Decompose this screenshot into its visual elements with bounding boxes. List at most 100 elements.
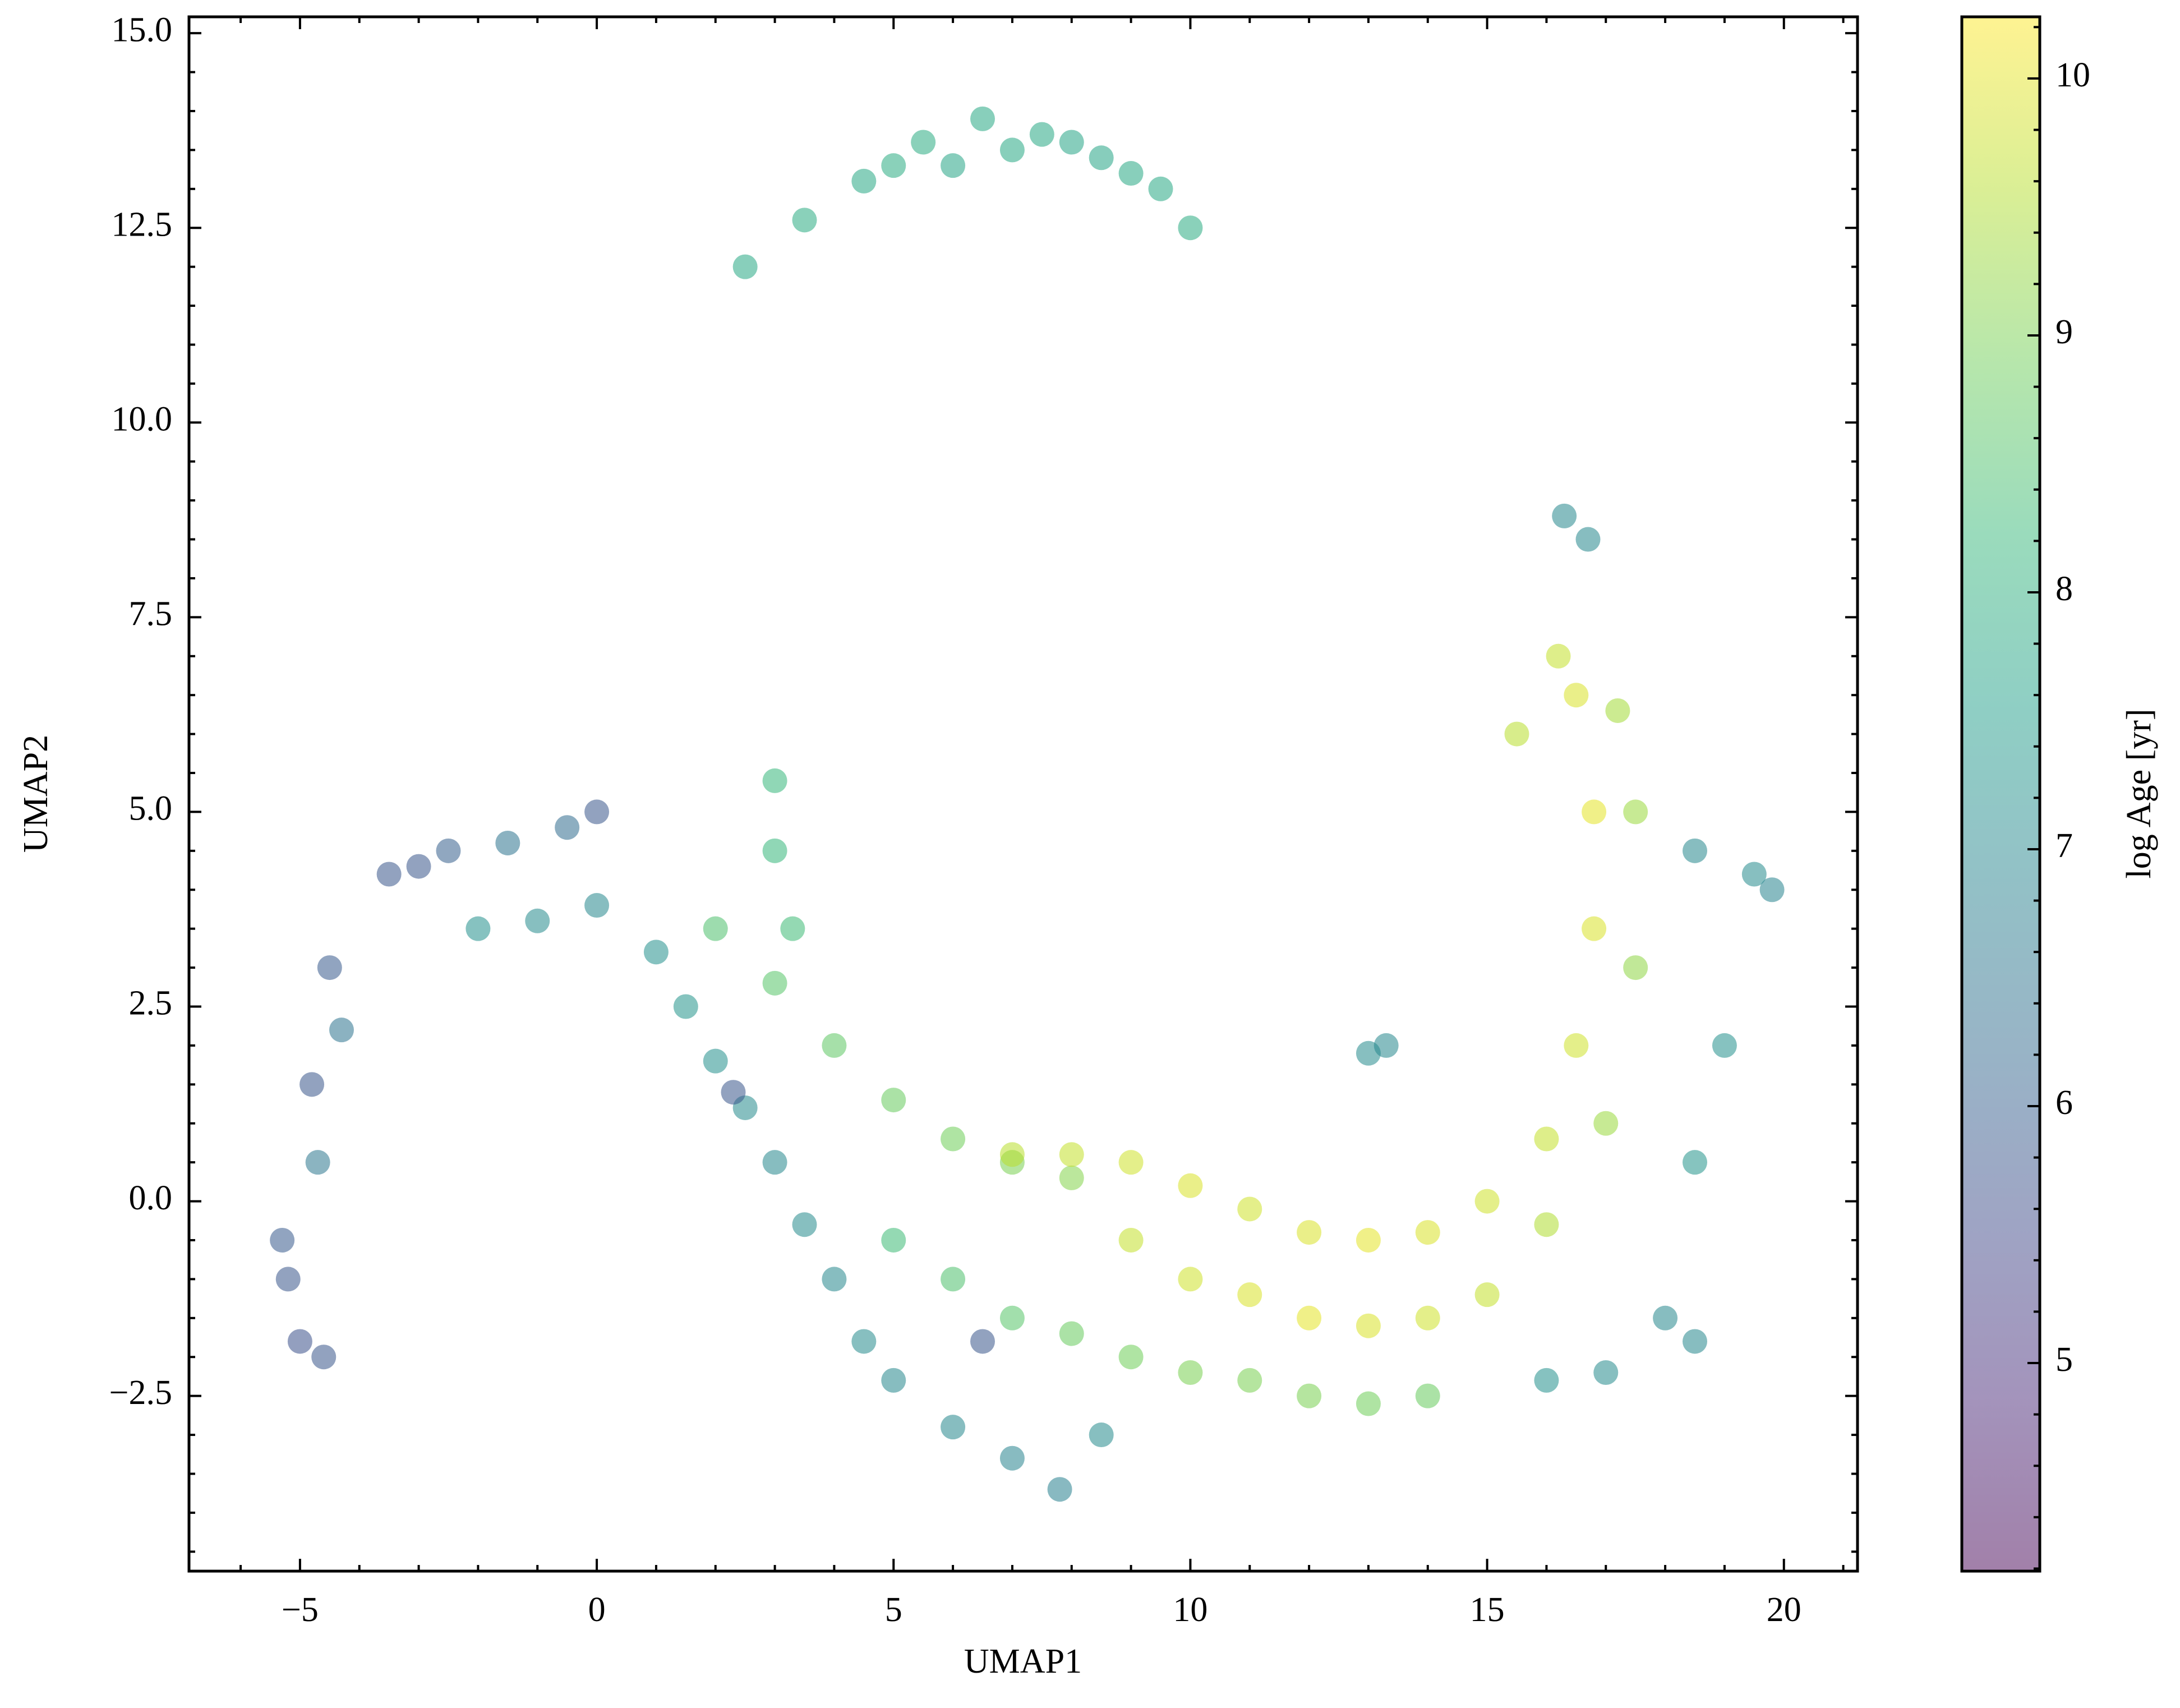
point <box>525 908 550 933</box>
point <box>376 862 402 887</box>
point <box>466 916 491 941</box>
point <box>436 838 461 863</box>
point <box>311 1345 337 1370</box>
point <box>1089 145 1114 171</box>
point <box>1605 698 1630 723</box>
point <box>1575 527 1601 552</box>
point <box>1118 1227 1144 1253</box>
points <box>270 106 1785 1502</box>
point <box>721 1080 746 1105</box>
point <box>999 1445 1025 1471</box>
point <box>792 1212 817 1237</box>
point <box>1356 1227 1381 1253</box>
x-tick-label: 20 <box>1767 1591 1801 1629</box>
point <box>1047 1477 1072 1502</box>
point <box>1534 1368 1559 1393</box>
colorbar-tick-label: 10 <box>2055 56 2090 94</box>
point <box>1118 161 1144 186</box>
y-tick-label: 0.0 <box>129 1179 173 1217</box>
point <box>703 916 728 941</box>
colorbar-tick-label: 9 <box>2055 313 2073 351</box>
x-tick-label: 5 <box>885 1591 902 1629</box>
point <box>1059 1165 1084 1190</box>
y-tick-label: 10.0 <box>112 400 173 439</box>
point <box>780 916 805 941</box>
point <box>1178 1173 1203 1198</box>
colorbar-tick-label: 8 <box>2055 570 2073 608</box>
point <box>1415 1383 1440 1408</box>
y-tick-label: 15.0 <box>112 11 173 49</box>
y-tick-label: 7.5 <box>129 595 173 633</box>
point <box>1237 1282 1262 1308</box>
point <box>851 1329 877 1354</box>
colorbar-label: log Age [yr] <box>2120 708 2158 878</box>
colorbar-frame <box>1960 15 2041 1573</box>
y-tick-label: 2.5 <box>129 984 173 1023</box>
point <box>1178 1360 1203 1385</box>
point <box>1593 1111 1619 1136</box>
point <box>1415 1220 1440 1245</box>
point <box>1356 1313 1381 1338</box>
point <box>970 1329 995 1354</box>
point <box>1582 799 1607 825</box>
point <box>999 1142 1025 1167</box>
point <box>406 854 431 879</box>
point <box>1564 683 1589 708</box>
point <box>1683 838 1708 863</box>
y-tick-label: −2.5 <box>109 1374 172 1412</box>
x-tick-label: 15 <box>1470 1591 1505 1629</box>
point <box>270 1227 295 1253</box>
point <box>1474 1189 1500 1214</box>
point <box>999 1305 1025 1331</box>
point <box>1683 1329 1708 1354</box>
y-tick-label: 12.5 <box>112 205 173 243</box>
point <box>881 1088 906 1113</box>
point <box>1683 1150 1708 1175</box>
point <box>970 106 995 131</box>
point <box>941 153 966 178</box>
point <box>1089 1422 1114 1448</box>
point <box>1582 916 1607 941</box>
point <box>1297 1220 1322 1245</box>
point <box>1623 799 1648 825</box>
y-tick-label: 5.0 <box>129 790 173 828</box>
colorbar-tick-label: 5 <box>2055 1341 2073 1379</box>
point <box>1237 1196 1262 1222</box>
colorbar-tick-label: 6 <box>2055 1084 2073 1122</box>
point <box>732 254 758 279</box>
point <box>1118 1150 1144 1175</box>
point <box>999 137 1025 163</box>
point <box>1178 215 1203 241</box>
point <box>1118 1345 1144 1370</box>
point <box>881 1368 906 1393</box>
point <box>1297 1383 1322 1408</box>
point <box>1374 1033 1399 1058</box>
colorbar <box>1962 17 2040 1571</box>
point <box>1534 1212 1559 1237</box>
point <box>1356 1391 1381 1416</box>
point <box>1653 1305 1678 1331</box>
point <box>1552 503 1577 528</box>
point <box>287 1329 312 1354</box>
point <box>1415 1305 1440 1331</box>
point <box>1297 1305 1322 1331</box>
point <box>792 208 817 233</box>
x-tick-label: 0 <box>588 1591 606 1629</box>
plot-frame <box>187 15 1859 1573</box>
point <box>584 799 610 825</box>
point <box>1504 721 1529 747</box>
colorbar-tick-label: 7 <box>2055 827 2073 865</box>
point <box>1059 130 1084 155</box>
point <box>1534 1126 1559 1152</box>
point <box>881 1227 906 1253</box>
point <box>911 130 936 155</box>
point <box>822 1267 847 1292</box>
point <box>673 994 698 1019</box>
point <box>1623 955 1648 980</box>
point <box>941 1267 966 1292</box>
point <box>275 1267 301 1292</box>
point <box>941 1126 966 1152</box>
point <box>317 955 342 980</box>
point <box>1237 1368 1262 1393</box>
